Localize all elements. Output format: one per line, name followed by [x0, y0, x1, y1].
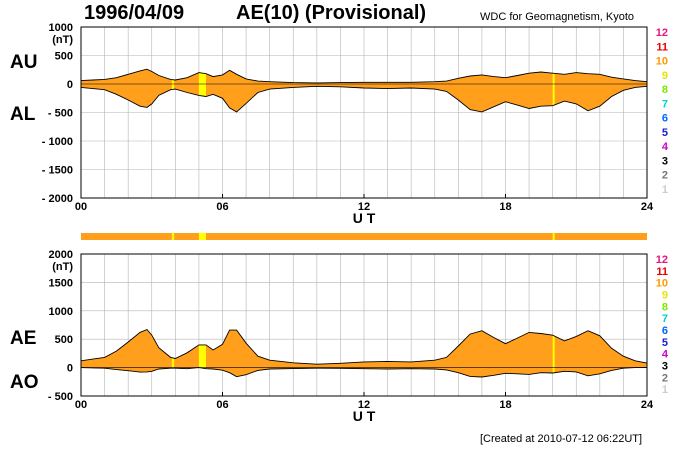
data-source-label: WDC for Geomagnetism, Kyoto: [480, 11, 635, 23]
station-count-9: 9: [662, 70, 668, 82]
x-tick-label: 00: [75, 201, 87, 213]
x-tick-label: 24: [641, 201, 654, 213]
station-count-8: 8: [662, 84, 668, 96]
series-label-al: AL: [10, 104, 36, 125]
highlight-fill: [552, 73, 555, 106]
station-count-8: 8: [662, 301, 668, 313]
station-count-3: 3: [662, 155, 668, 167]
series-label-au: AU: [10, 52, 38, 73]
station-count-1: 1: [662, 184, 668, 196]
series-band-top: [81, 69, 647, 112]
station-count-10: 10: [656, 56, 668, 68]
series-line-au: [80, 68, 648, 84]
series-band-bottom: [81, 329, 647, 377]
highlight-fill: [171, 357, 175, 369]
station-count-3: 3: [662, 361, 668, 373]
y-tick-label: 2000: [49, 249, 73, 261]
station-count-6: 6: [662, 325, 668, 337]
highlight-strip: [199, 255, 206, 395]
x-tick-label: 18: [499, 399, 511, 411]
y-tick-label: - 500: [48, 108, 73, 120]
x-tick-label: 18: [499, 201, 511, 213]
y-tick-label: 1500: [49, 277, 73, 289]
station-count-5: 5: [662, 337, 668, 349]
series-line-al: [80, 85, 648, 113]
station-count-highlight: [171, 233, 175, 240]
station-count-highlight: [552, 233, 555, 240]
series-line-ae: [80, 328, 648, 365]
station-count-2: 2: [662, 170, 668, 182]
y-tick-label: 0: [67, 79, 73, 91]
station-count-4: 4: [662, 349, 669, 361]
station-count-6: 6: [662, 113, 668, 125]
x-axis-label: U T: [353, 210, 376, 226]
highlight-strip: [172, 255, 174, 395]
station-count-7: 7: [662, 98, 668, 110]
station-count-12: 12: [656, 254, 668, 266]
y-tick-label: - 1000: [42, 136, 73, 148]
y-tick-label: 500: [55, 334, 73, 346]
y-tick-label: 1000: [49, 22, 73, 34]
station-count-11: 11: [656, 266, 668, 278]
y-tick-label: - 2000: [42, 193, 73, 205]
y-axis-unit: (nT): [52, 34, 73, 46]
x-tick-label: 06: [216, 201, 228, 213]
station-count-7: 7: [662, 313, 668, 325]
highlight-fill: [171, 79, 175, 90]
station-count-5: 5: [662, 127, 668, 139]
series-label-ae: AE: [10, 328, 37, 349]
x-axis-label: U T: [353, 408, 376, 424]
chart-title: AE(10) (Provisional): [236, 2, 427, 24]
highlight-fill: [198, 344, 206, 369]
date-heading: 1996/04/09: [84, 2, 185, 24]
series-line-ao: [80, 367, 647, 378]
x-tick-label: 12: [358, 201, 370, 213]
x-tick-label: 06: [216, 399, 228, 411]
y-tick-label: 1000: [49, 306, 73, 318]
station-count-9: 9: [662, 290, 668, 302]
highlight-fill: [198, 73, 206, 96]
station-count-strip: [81, 233, 647, 240]
station-count-12: 12: [656, 27, 668, 39]
station-count-4: 4: [662, 141, 669, 153]
station-count-highlight: [198, 233, 206, 240]
created-timestamp: [Created at 2010-07-12 06:22UT]: [480, 433, 643, 445]
highlight-fill: [552, 335, 555, 373]
series-label-ao: AO: [10, 372, 39, 393]
x-tick-label: 00: [75, 399, 87, 411]
station-count-1: 1: [662, 384, 668, 396]
y-tick-label: 0: [67, 363, 73, 375]
y-tick-label: - 500: [48, 391, 73, 403]
station-count-11: 11: [656, 41, 668, 53]
station-count-10: 10: [656, 278, 668, 290]
y-axis-unit: (nT): [52, 261, 73, 273]
y-tick-label: - 1500: [42, 165, 73, 177]
y-tick-label: 500: [55, 51, 73, 63]
station-count-2: 2: [662, 372, 668, 384]
x-tick-label: 24: [641, 399, 654, 411]
x-tick-label: 12: [358, 399, 370, 411]
